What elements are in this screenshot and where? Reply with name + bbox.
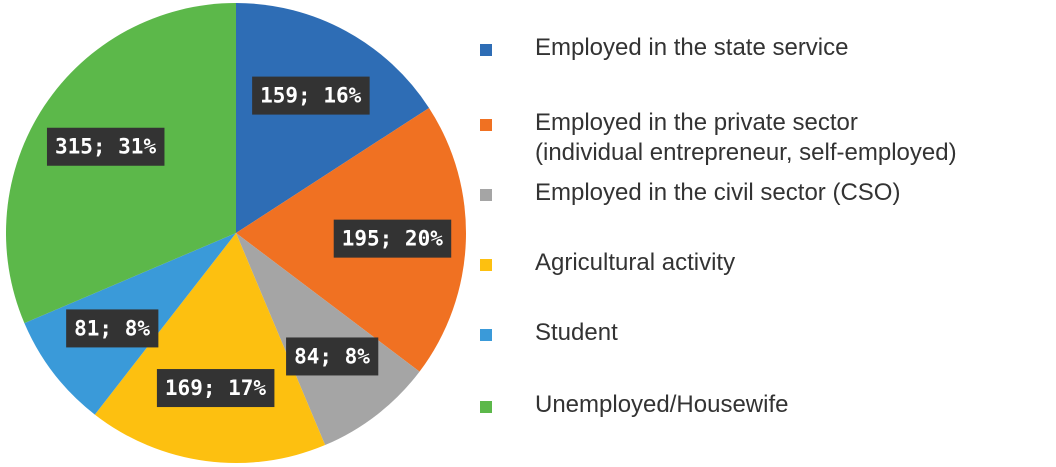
data-label: 195; 20% [333,219,452,258]
legend-label: Employed in the civil sector (CSO) [535,179,901,206]
pie-slice [236,3,430,233]
data-label-text: 84; 8% [294,344,370,368]
legend-label: Unemployed/Housewife [535,391,789,418]
data-label: 159; 16% [252,76,370,115]
label-box [252,76,370,115]
data-label: 81; 8% [66,309,159,348]
label-box [286,337,379,376]
data-label-text: 159; 16% [260,84,362,108]
legend-swatch [480,189,492,201]
label-box [333,219,452,258]
label-box [156,369,275,408]
legend-swatch [480,329,492,341]
legend-label: Employed in the state service [535,34,849,61]
legend-swatch [480,44,492,56]
label-box [66,309,159,348]
data-label-text: 195; 20% [342,227,444,251]
legend-swatch [480,119,492,131]
data-label-text: 169; 17% [165,376,267,400]
data-label-text: 81; 8% [74,316,150,340]
data-label-text: 315; 31% [55,135,157,159]
data-label: 84; 8% [286,337,379,376]
data-label: 315; 31% [46,127,165,166]
data-label: 169; 17% [156,369,275,408]
legend-label: Student [535,319,618,346]
legend-swatch [480,259,492,271]
legend-label: Agricultural activity [535,249,736,276]
legend-swatch [480,401,492,413]
legend-label: Employed in the private sector (individu… [535,109,957,166]
label-box [46,127,165,166]
